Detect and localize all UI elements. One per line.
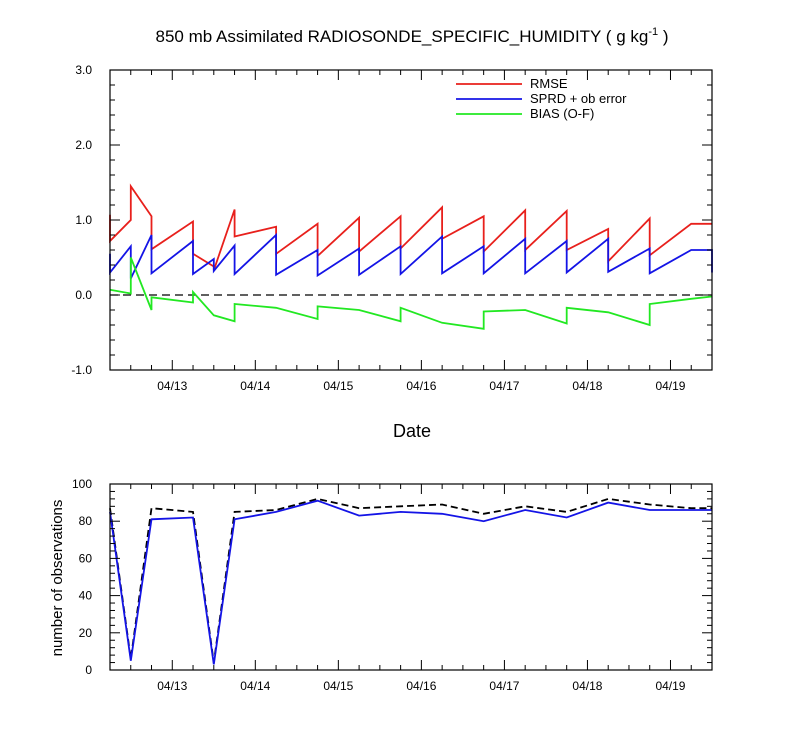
top-chart-series-group <box>109 183 713 330</box>
bottom-chart-ytick-label: 60 <box>79 551 93 565</box>
top-chart-xtick-label: 04/13 <box>157 379 187 393</box>
bottom-chart-ytick-label: 20 <box>79 626 93 640</box>
top-chart-ytick-label: 1.0 <box>75 213 92 227</box>
bottom-chart-xtick-label: 04/16 <box>406 679 436 693</box>
top-chart-xtick-label: 04/14 <box>240 379 270 393</box>
bottom-chart-ytick-label: 0 <box>85 663 92 677</box>
legend-label-sprd: SPRD + ob error <box>530 91 627 106</box>
rmse-series-line <box>109 183 712 271</box>
bottom-chart-series-group <box>109 497 712 665</box>
bottom-chart-ytick-label: 40 <box>79 589 93 603</box>
bottom-chart-xtick-label: 04/19 <box>655 679 685 693</box>
top-chart-ytick-label: 0.0 <box>75 288 92 302</box>
sprd-series-line <box>109 232 713 279</box>
bottom-chart-ylabel: number of observations <box>49 500 66 657</box>
bottom-chart-xtick-label: 04/18 <box>572 679 602 693</box>
top-chart-xtick-label: 04/19 <box>655 379 685 393</box>
obs-used-series-line <box>109 499 712 665</box>
bottom-chart-ytick-label: 80 <box>79 514 93 528</box>
top-chart-xtick-label: 04/16 <box>406 379 436 393</box>
legend-label-bias: BIAS (O-F) <box>530 106 594 121</box>
top-chart-xtick-label: 04/15 <box>323 379 353 393</box>
bottom-chart-xtick-label: 04/14 <box>240 679 270 693</box>
bottom-chart-ytick-label: 100 <box>72 477 92 491</box>
legend-label-rmse: RMSE <box>530 76 568 91</box>
top-chart-xtick-label: 04/18 <box>572 379 602 393</box>
bottom-chart-xtick-label: 04/15 <box>323 679 353 693</box>
chart-title-end: ) <box>658 27 668 46</box>
obs-possible-series-line <box>109 497 712 663</box>
chart-title-main: 850 mb Assimilated RADIOSONDE_SPECIFIC_H… <box>156 27 649 46</box>
top-chart-ytick-label: -1.0 <box>71 363 92 377</box>
top-chart-ytick-label: 3.0 <box>75 63 92 77</box>
bias-series-line <box>109 257 713 330</box>
bottom-chart-plot-frame <box>109 483 713 671</box>
top-chart-xlabel: Date <box>393 421 431 441</box>
top-chart-ytick-label: 2.0 <box>75 138 92 152</box>
bottom-chart-xtick-label: 04/17 <box>489 679 519 693</box>
bottom-chart-xtick-label: 04/13 <box>157 679 187 693</box>
top-chart-xtick-label: 04/17 <box>489 379 519 393</box>
chart-title-superscript: -1 <box>648 26 658 38</box>
top-chart-axes-group: 04/13 04/14 04/15 04/16 04/17 04/18 04/19 -1.0 0… <box>71 63 713 393</box>
bottom-chart-axes-group: 04/13 04/14 04/15 04/16 04/17 04/18 04/19 0 20 40… <box>72 477 713 693</box>
top-chart-plot-frame <box>109 69 713 371</box>
chart-title: 850 mb Assimilated RADIOSONDE_SPECIFIC_H… <box>156 26 669 46</box>
